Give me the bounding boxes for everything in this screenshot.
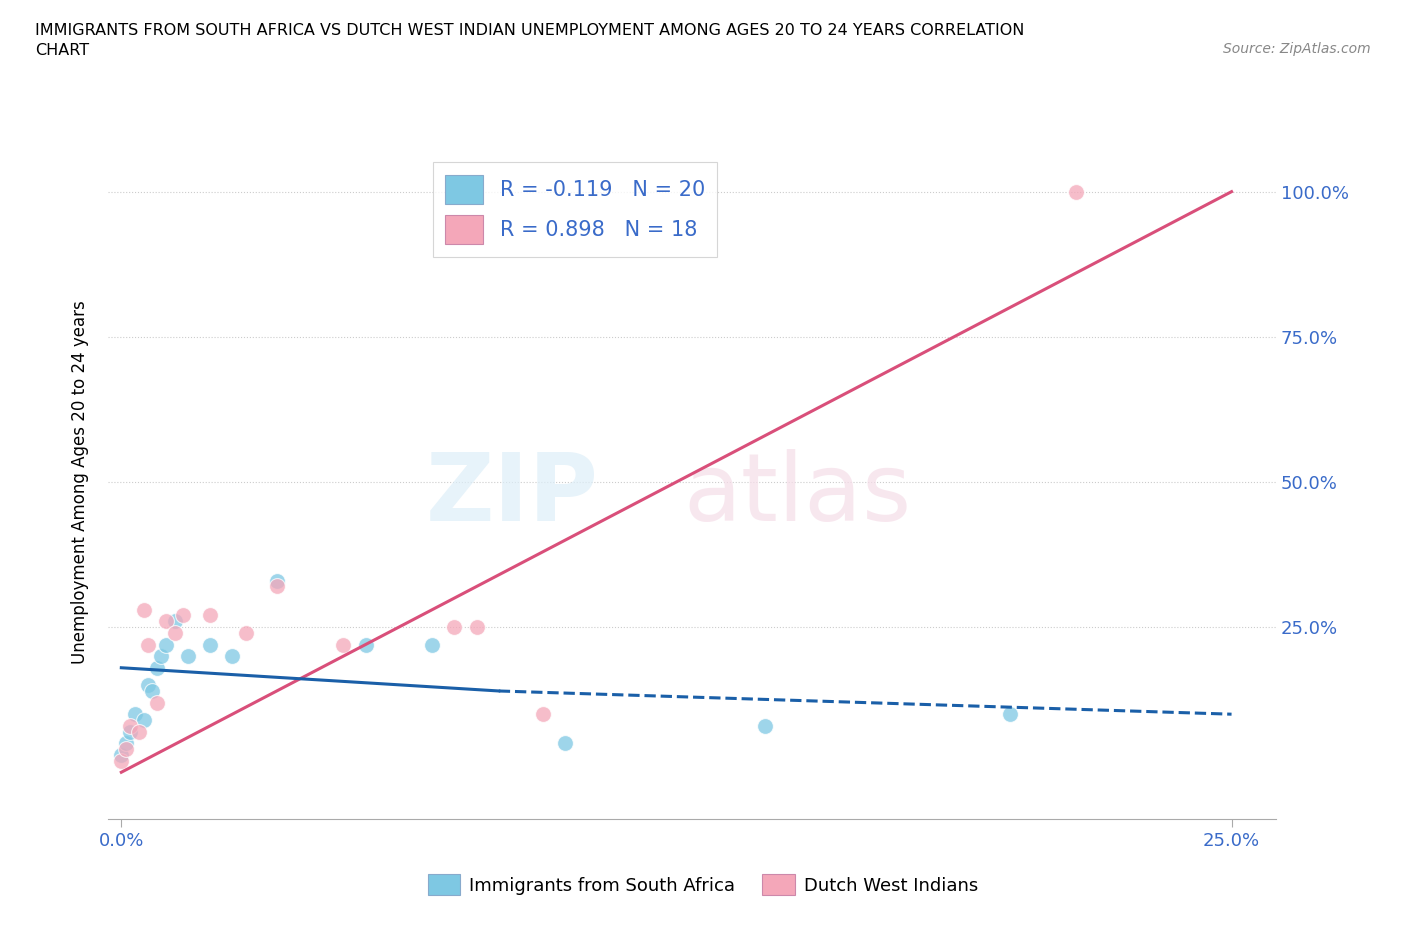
Point (155, 637, 177, 652)
Point (266, 579, 288, 594)
Point (998, 707, 1021, 722)
Point (173, 608, 195, 623)
Point (120, 724, 142, 739)
Text: IMMIGRANTS FROM SOUTH AFRICA VS DUTCH WEST INDIAN UNEMPLOYMENT AMONG AGES 20 TO : IMMIGRANTS FROM SOUTH AFRICA VS DUTCH WE… (35, 23, 1025, 58)
Point (128, 724, 150, 739)
Point (150, 649, 173, 664)
Point (114, 741, 136, 756)
Point (136, 637, 159, 652)
Point (198, 637, 221, 652)
Point (554, 736, 576, 751)
Point (221, 649, 243, 664)
Point (146, 695, 169, 710)
Point (235, 626, 257, 641)
Point (155, 614, 177, 629)
Point (136, 678, 159, 693)
Text: atlas: atlas (683, 449, 911, 541)
Point (110, 753, 132, 768)
Text: ZIP: ZIP (426, 449, 599, 541)
Legend: Immigrants from South Africa, Dutch West Indians: Immigrants from South Africa, Dutch West… (420, 867, 986, 902)
Point (132, 603, 155, 618)
Point (754, 718, 776, 733)
Point (354, 637, 377, 652)
Point (124, 707, 146, 722)
Point (332, 637, 354, 652)
Point (120, 718, 142, 733)
Point (266, 573, 288, 588)
Point (443, 619, 465, 634)
Point (110, 748, 132, 763)
Point (177, 649, 200, 664)
Point (163, 626, 186, 641)
Point (163, 614, 186, 629)
Point (141, 684, 163, 698)
Point (114, 736, 136, 751)
Y-axis label: Unemployment Among Ages 20 to 24 years: Unemployment Among Ages 20 to 24 years (72, 300, 89, 664)
Point (198, 608, 221, 623)
Text: Source: ZipAtlas.com: Source: ZipAtlas.com (1223, 42, 1371, 56)
Legend: R = -0.119   N = 20, R = 0.898   N = 18: R = -0.119 N = 20, R = 0.898 N = 18 (433, 163, 717, 257)
Point (1064, 184, 1087, 199)
Point (420, 637, 443, 652)
Point (465, 619, 488, 634)
Point (146, 660, 169, 675)
Point (132, 712, 155, 727)
Point (531, 707, 554, 722)
